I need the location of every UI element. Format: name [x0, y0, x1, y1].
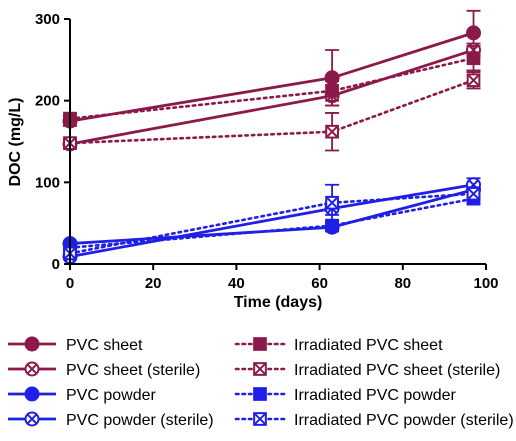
plot-area — [62, 9, 482, 265]
axes: Time (days) DOC (mg/L) 0 20 40 60 80 100 0 100 2… — [7, 11, 499, 311]
legend-item: PVC powder (sterile) — [8, 411, 214, 429]
legend-label: PVC powder (sterile) — [66, 412, 214, 429]
series-line — [69, 183, 474, 259]
x-tick-label: 20 — [145, 275, 162, 292]
y-tick-label: 300 — [35, 11, 60, 28]
x-tick-label: 40 — [228, 275, 245, 292]
marker-square — [253, 387, 267, 401]
legend-label: PVC sheet — [66, 337, 143, 354]
legend-item: Irradiated PVC sheet — [234, 337, 443, 354]
marker-circle — [24, 336, 40, 352]
legend-item: Irradiated PVC sheet (sterile) — [234, 362, 500, 379]
legend-label: PVC powder — [66, 387, 156, 404]
y-axis-title: DOC (mg/L) — [7, 98, 24, 187]
legend-label: Irradiated PVC powder — [294, 387, 457, 404]
marker-square — [253, 337, 267, 351]
marker-cross — [26, 363, 38, 375]
marker-square — [325, 84, 339, 98]
marker-circle — [466, 25, 482, 41]
legend-item: Irradiated PVC powder (sterile) — [234, 412, 514, 429]
x-axis-title: Time (days) — [234, 294, 323, 311]
series-8 — [63, 183, 481, 261]
marker-cross — [466, 73, 481, 87]
x-tick-label: 100 — [473, 275, 498, 292]
y-tick-label: 100 — [35, 174, 60, 191]
legend-label: PVC sheet (sterile) — [66, 362, 200, 379]
x-tick-label: 80 — [394, 275, 411, 292]
legend-label: Irradiated PVC sheet — [294, 337, 443, 354]
series-4 — [62, 177, 482, 265]
y-tick-label: 0 — [52, 256, 60, 273]
legend: PVC sheet PVC sheet (sterile) PVC powder PV… — [8, 336, 514, 429]
legend-item: PVC sheet — [8, 336, 143, 354]
x-tick-label: 60 — [311, 275, 328, 292]
legend-item: PVC powder — [8, 386, 156, 404]
marker-square — [466, 51, 481, 66]
marker-circle — [24, 386, 40, 402]
legend-label: Irradiated PVC sheet (sterile) — [294, 362, 500, 379]
marker-cross — [466, 187, 481, 201]
marker-cross — [26, 413, 38, 425]
series-7 — [63, 191, 481, 255]
marker-cross — [325, 196, 339, 210]
marker-cross — [253, 412, 267, 426]
legend-label: Irradiated PVC powder (sterile) — [294, 412, 514, 429]
y-tick-label: 200 — [35, 93, 60, 110]
marker-cross — [325, 125, 339, 139]
legend-item: PVC sheet (sterile) — [8, 361, 200, 379]
x-tick-label: 0 — [66, 275, 74, 292]
legend-item: Irradiated PVC powder — [234, 387, 457, 404]
marker-cross — [253, 362, 267, 376]
